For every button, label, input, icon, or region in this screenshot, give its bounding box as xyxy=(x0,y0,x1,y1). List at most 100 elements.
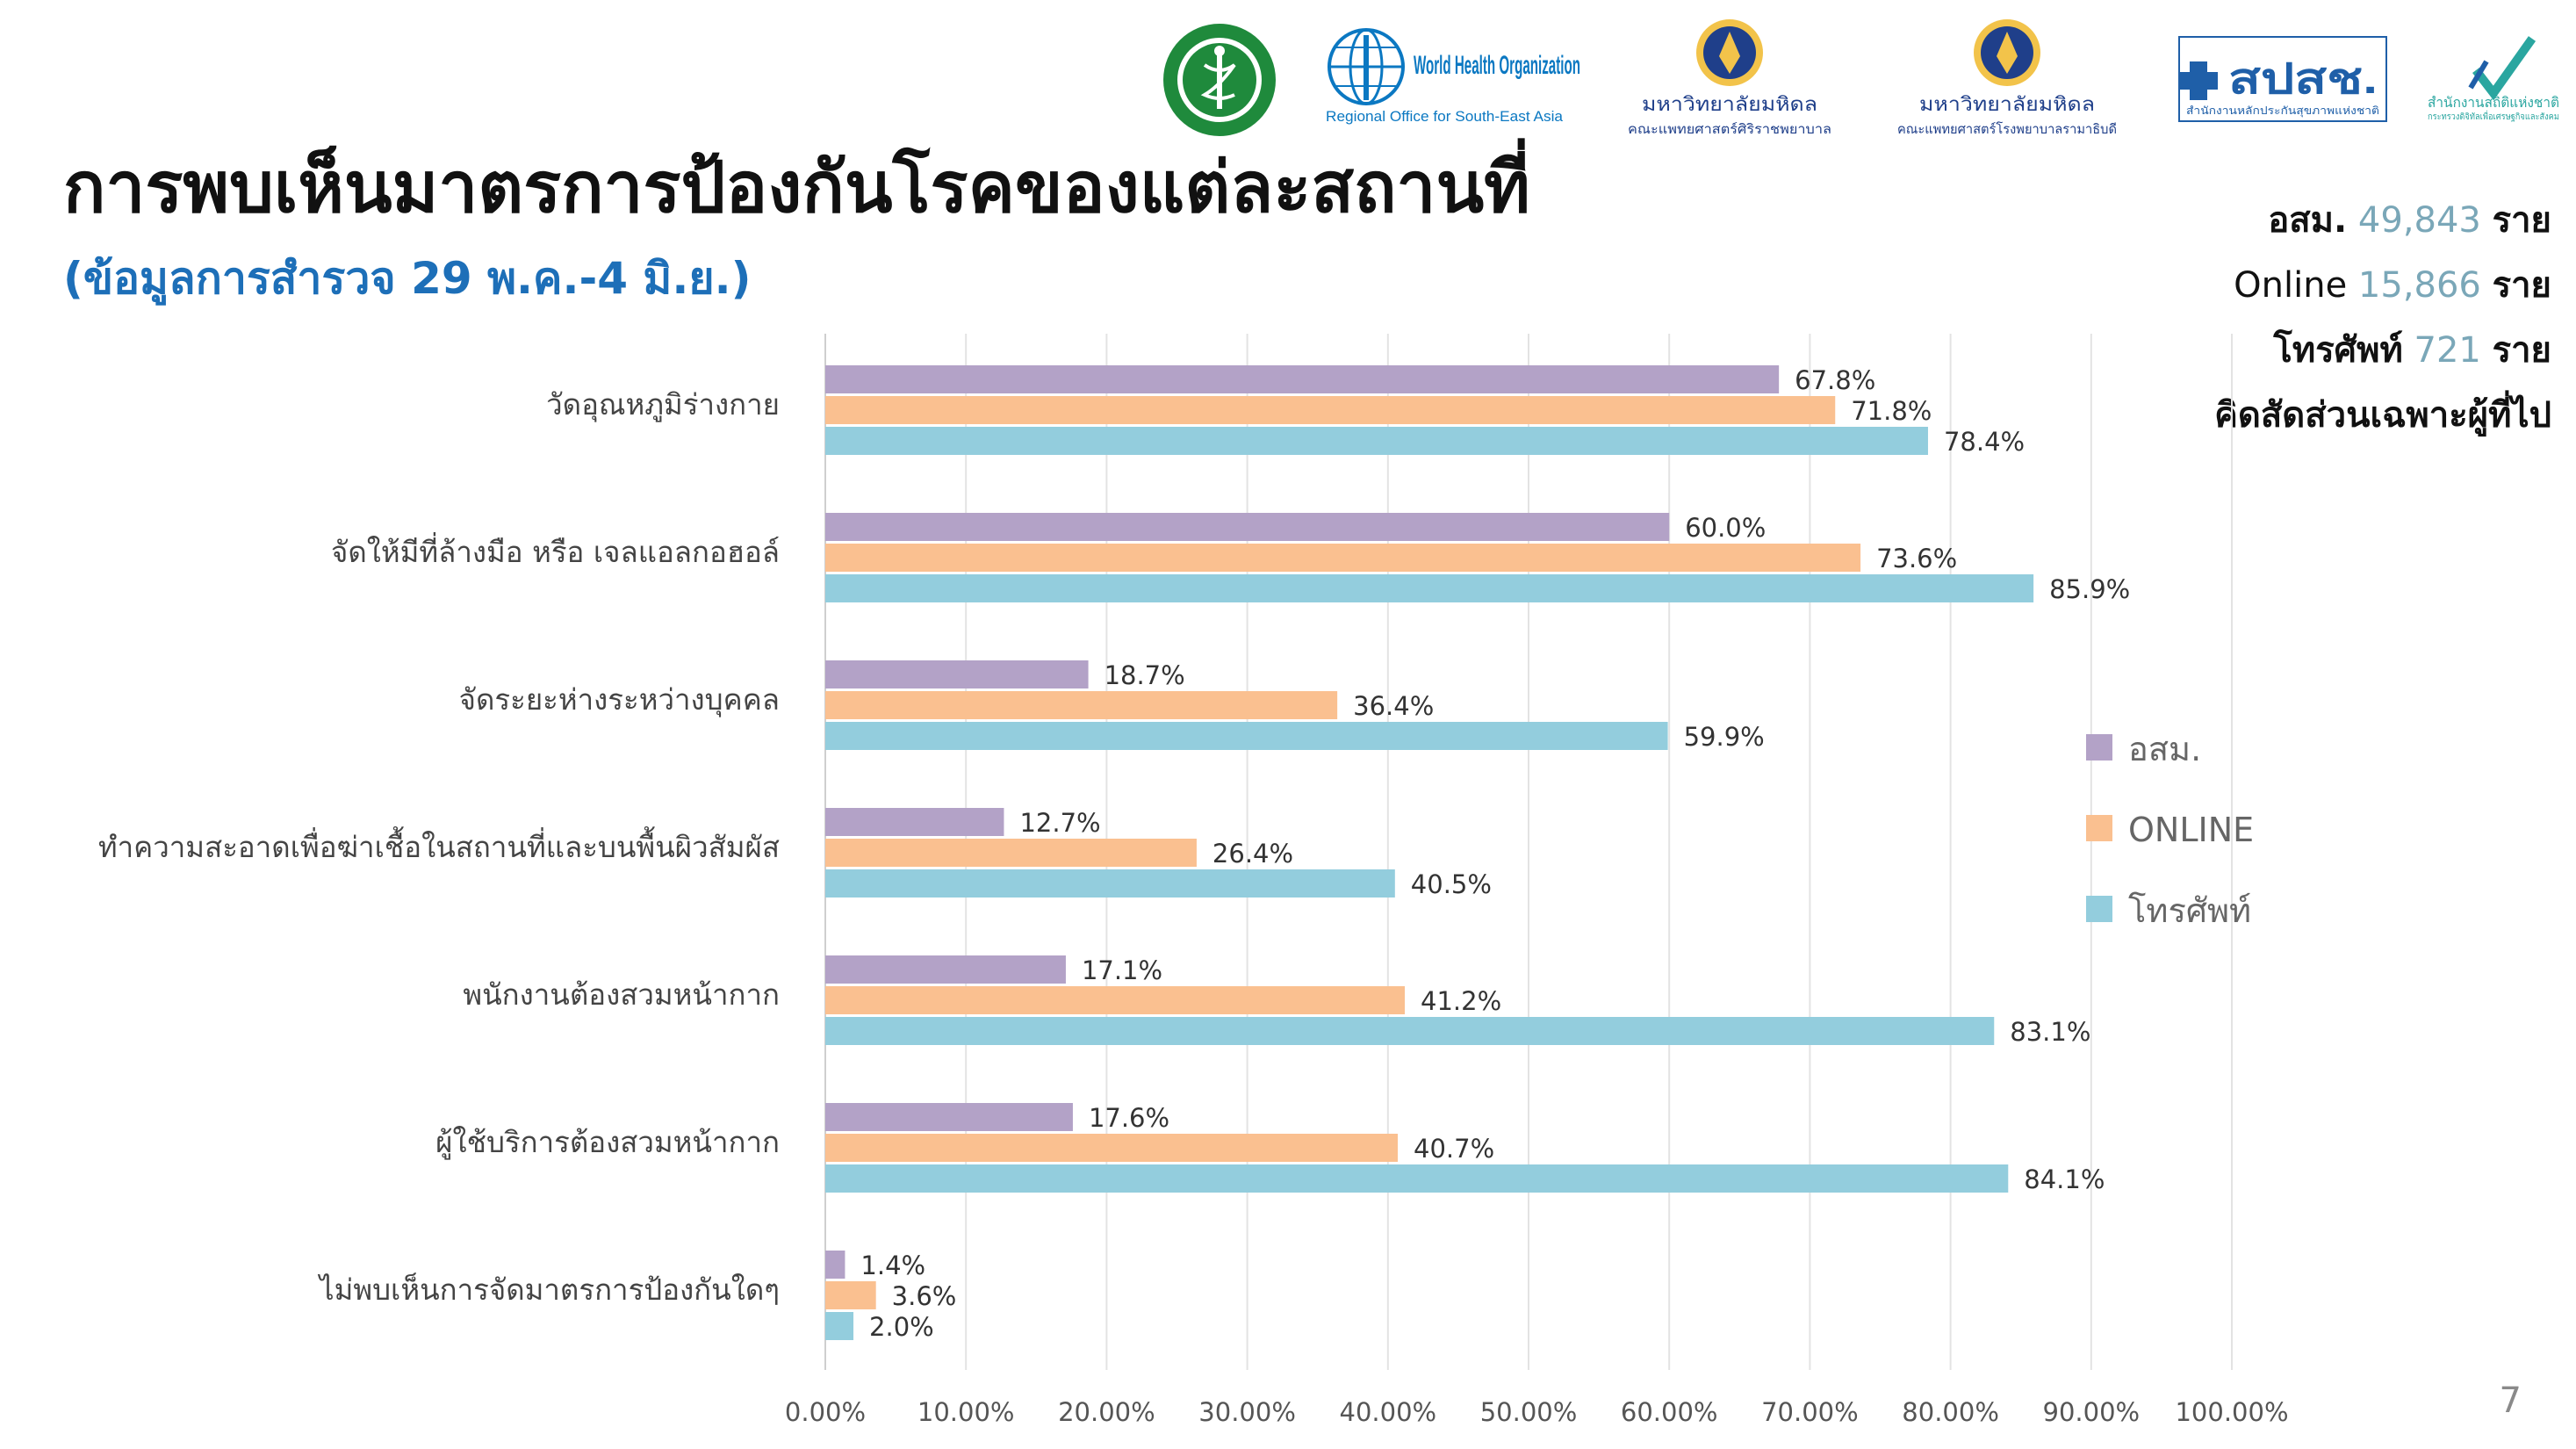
nhso-logo-fullname: สำนักงานหลักประกันสุขภาพแห่งชาติ xyxy=(2186,105,2379,118)
bar xyxy=(825,427,1928,455)
value-label: 40.5% xyxy=(1411,869,1492,899)
nso-logo-ministry: กระทรวงดิจิทัลเพื่อเศรษฐกิจและสังคม xyxy=(2428,110,2559,122)
ministry-of-public-health-seal-icon xyxy=(1161,21,1278,142)
legend-swatch xyxy=(2086,734,2112,761)
mahidol-ramathibodi-logo: มหาวิทยาลัยมหิดล คณะแพทยศาสตร์โรงพยาบาลร… xyxy=(1893,18,2121,144)
bar xyxy=(825,1103,1073,1131)
legend-swatch xyxy=(2086,815,2112,841)
who-logo-region: Regional Office for South-East Asia xyxy=(1326,108,1564,125)
value-label: 40.7% xyxy=(1414,1134,1494,1164)
x-tick-label: 70.00% xyxy=(1761,1397,1859,1427)
who-logo: World Health Organization Regional Offic… xyxy=(1326,26,1589,135)
bar xyxy=(825,1134,1399,1162)
nso-logo-name: สำนักงานสถิติแห่งชาติ xyxy=(2428,96,2559,111)
bar xyxy=(825,1017,1995,1045)
stat-value: 49,843 xyxy=(2357,200,2481,241)
category-label: จัดให้มีที่ล้างมือ หรือ เจลแอลกอฮอล์ xyxy=(331,532,780,569)
stat-unit: ราย xyxy=(2492,265,2551,306)
value-label: 84.1% xyxy=(2024,1164,2105,1194)
value-label: 41.2% xyxy=(1421,986,1501,1016)
value-label: 36.4% xyxy=(1353,691,1434,721)
value-label: 1.4% xyxy=(860,1251,925,1280)
value-label: 85.9% xyxy=(2049,574,2130,604)
x-tick-label: 80.00% xyxy=(1902,1397,1999,1427)
category-label: ผู้ใช้บริการต้องสวมหน้ากาก xyxy=(435,1125,780,1160)
stat-label: อสม. xyxy=(2268,200,2348,241)
bar xyxy=(825,1312,854,1340)
bar xyxy=(825,1251,845,1279)
who-emblem-icon xyxy=(1328,28,1405,105)
stats-note: คิดสัดส่วนเฉพาะผู้ที่ไป xyxy=(2214,395,2551,436)
category-label: จัดระยะห่างระหว่างบุคคล xyxy=(459,682,780,717)
page-number: 7 xyxy=(2499,1381,2522,1421)
nhso-logo-name: สปสช. xyxy=(2228,56,2378,103)
stat-label: Online xyxy=(2234,265,2348,306)
stat-unit: ราย xyxy=(2492,330,2551,371)
mahidol-siriraj-logo: มหาวิทยาลัยมหิดล คณะแพทยศาสตร์ศิริราชพยา… xyxy=(1624,18,1835,144)
bar xyxy=(825,808,1004,836)
stat-unit: ราย xyxy=(2492,200,2551,241)
survey-counts: อสม. 49,843 ราย Online 15,866 ราย โทรศัพ… xyxy=(2214,188,2551,448)
value-label: 83.1% xyxy=(2010,1017,2090,1047)
bar xyxy=(825,722,1668,750)
bar xyxy=(825,986,1406,1014)
value-label: 60.0% xyxy=(1685,513,1766,543)
x-tick-label: 100.00% xyxy=(2175,1397,2288,1427)
x-tick-label: 10.00% xyxy=(917,1397,1015,1427)
category-label: ทำความสะอาดเพื่อฆ่าเชื้อในสถานที่และบนพื… xyxy=(98,826,780,864)
value-label: 2.0% xyxy=(869,1312,934,1342)
value-label: 17.6% xyxy=(1089,1103,1169,1133)
stat-value: 15,866 xyxy=(2357,265,2481,306)
bar xyxy=(825,365,1780,393)
value-label: 71.8% xyxy=(1851,396,1932,426)
bar xyxy=(825,955,1066,984)
legend-swatch xyxy=(2086,896,2112,922)
nhso-logo: สปสช. สำนักงานหลักประกันสุขภาพแห่งชาติ xyxy=(2177,35,2388,126)
bar xyxy=(825,691,1338,719)
stat-value: 721 xyxy=(2414,330,2481,371)
bar xyxy=(825,1164,2009,1193)
bar xyxy=(825,513,1670,541)
value-label: 26.4% xyxy=(1212,839,1293,869)
x-tick-label: 40.00% xyxy=(1340,1397,1437,1427)
category-label: พนักงานต้องสวมหน้ากาก xyxy=(463,977,780,1012)
stat-label: โทรศัพท์ xyxy=(2273,330,2403,371)
bar xyxy=(825,396,1836,424)
value-label: 59.9% xyxy=(1684,722,1765,752)
mahidol-ramathibodi-faculty: คณะแพทยศาสตร์โรงพยาบาลรามาธิบดี xyxy=(1897,121,2117,137)
legend-label: โทรศัพท์ xyxy=(2128,891,2251,930)
value-label: 73.6% xyxy=(1876,544,1957,573)
x-tick-label: 90.00% xyxy=(2043,1397,2141,1427)
bar xyxy=(825,839,1197,867)
mahidol-siriraj-name: มหาวิทยาลัยมหิดล xyxy=(1642,93,1817,115)
bar xyxy=(825,660,1089,688)
stat-osm: อสม. 49,843 ราย xyxy=(2214,188,2551,253)
x-tick-label: 60.00% xyxy=(1621,1397,1718,1427)
x-tick-label: 20.00% xyxy=(1058,1397,1155,1427)
category-label: ไม่พบเห็นการจัดมาตรการป้องกันใดๆ xyxy=(317,1272,780,1307)
mahidol-seal-icon xyxy=(1974,19,2040,86)
bar xyxy=(825,574,2034,602)
who-logo-name: World Health Organization xyxy=(1414,51,1580,80)
nso-check-icon xyxy=(2468,36,2536,101)
mahidol-siriraj-faculty: คณะแพทยศาสตร์ศิริราชพยาบาล xyxy=(1628,122,1831,137)
legend-label: อสม. xyxy=(2128,730,2201,768)
value-label: 78.4% xyxy=(1944,427,2025,457)
page-subtitle: (ข้อมูลการสำรวจ 29 พ.ค.-4 มิ.ย.) xyxy=(63,253,752,304)
x-tick-label: 50.00% xyxy=(1480,1397,1578,1427)
x-tick-label: 30.00% xyxy=(1198,1397,1296,1427)
stat-phone: โทรศัพท์ 721 ราย xyxy=(2214,318,2551,383)
value-label: 17.1% xyxy=(1082,955,1162,985)
nhso-cross-icon xyxy=(2179,61,2218,100)
value-label: 3.6% xyxy=(892,1281,957,1311)
nso-logo: สำนักงานสถิติแห่งชาติ กระทรวงดิจิทัลเพื่… xyxy=(2423,26,2564,126)
legend-label: ONLINE xyxy=(2128,811,2254,849)
mahidol-ramathibodi-name: มหาวิทยาลัยมหิดล xyxy=(1919,93,2095,115)
value-label: 18.7% xyxy=(1105,660,1185,690)
page-title: การพบเห็นมาตรการป้องกันโรคของแต่ละสถานที… xyxy=(63,147,1530,228)
bar xyxy=(825,544,1861,572)
category-label: วัดอุณหภูมิร่างกาย xyxy=(546,387,780,422)
value-label: 67.8% xyxy=(1795,365,1875,395)
bar xyxy=(825,869,1395,898)
